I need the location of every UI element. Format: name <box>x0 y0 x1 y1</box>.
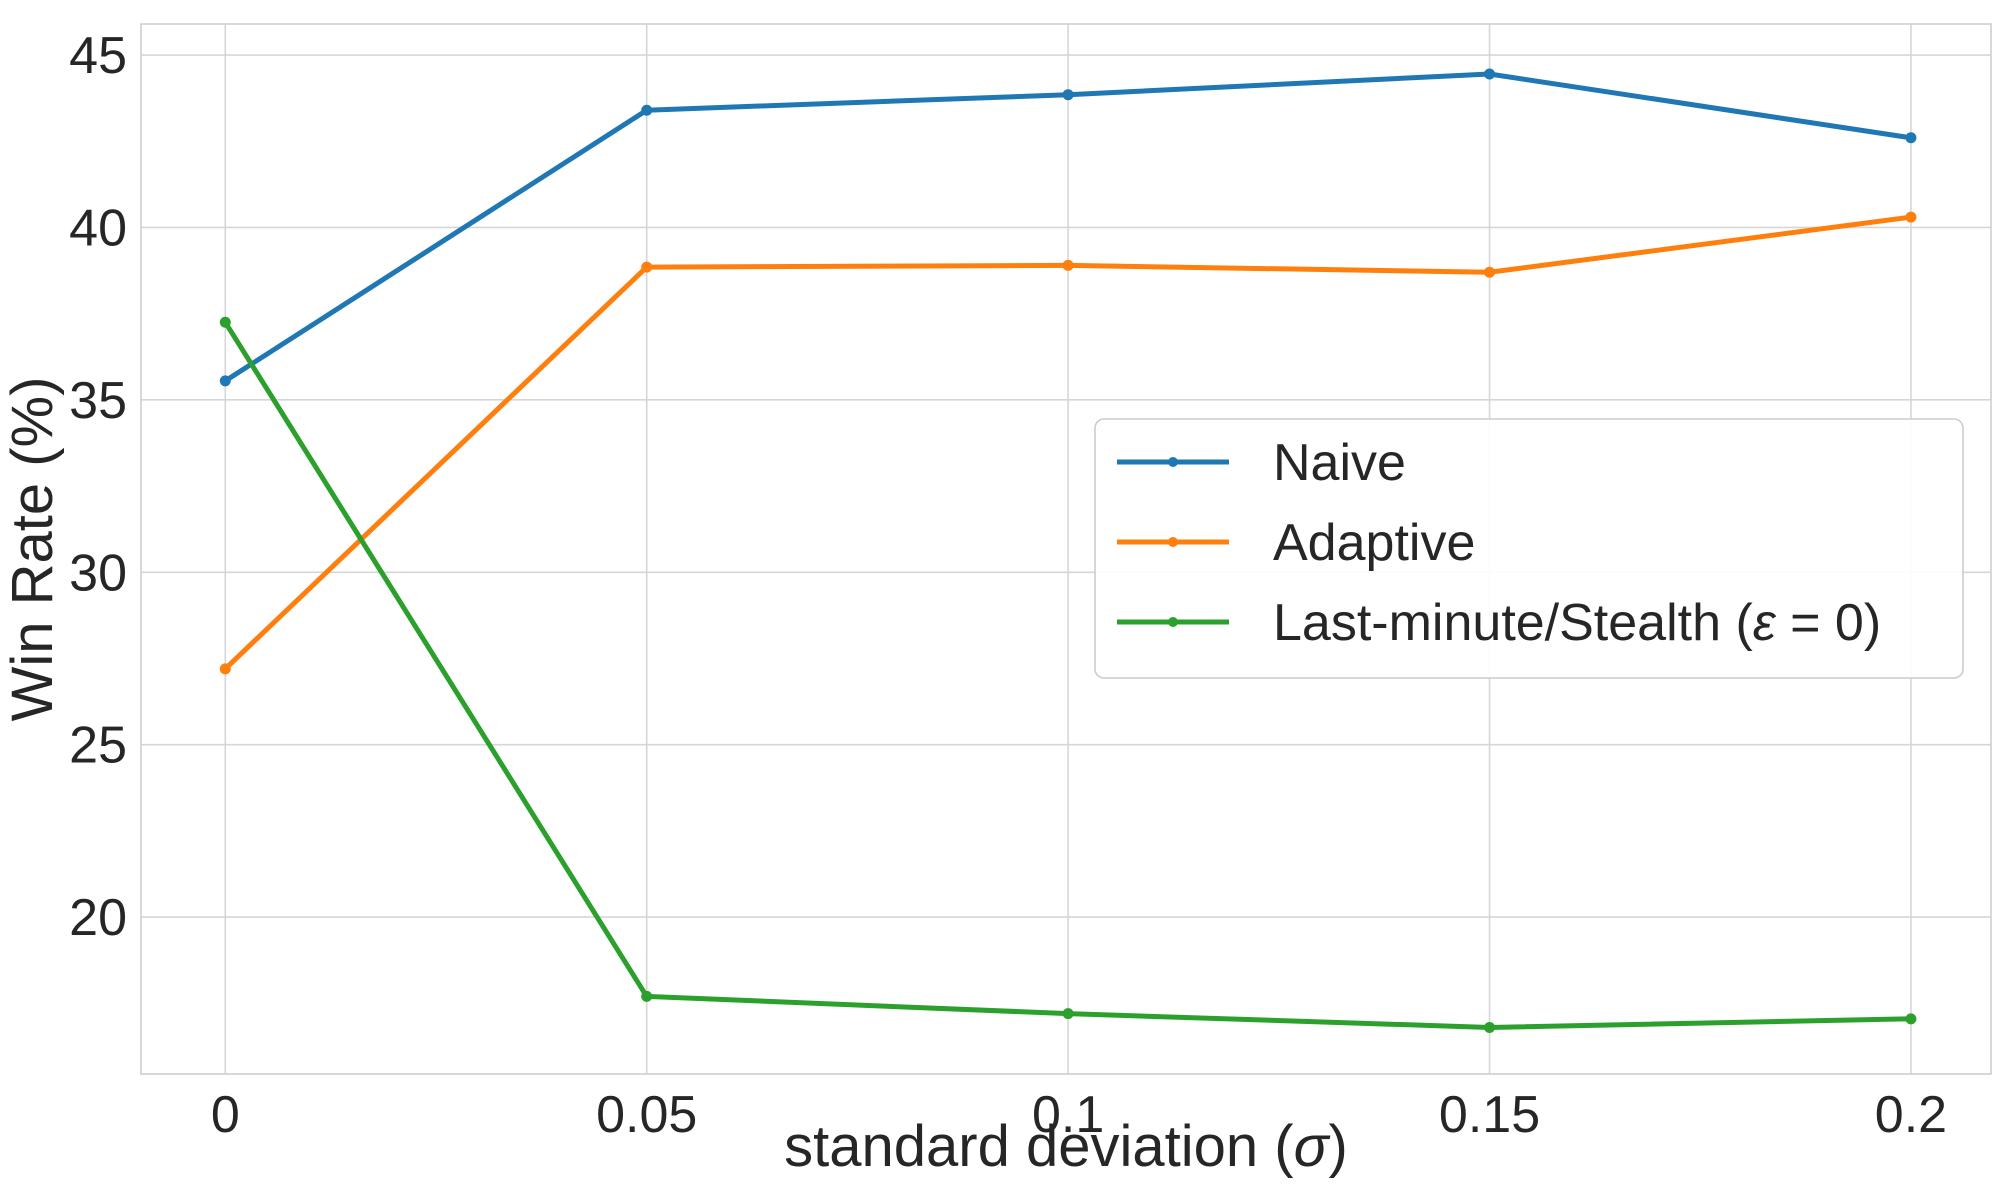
y-axis-label: Win Rate (%) <box>0 377 65 722</box>
legend-marker-naive <box>1168 457 1178 467</box>
data-point-last-minute-stealth-0-1 <box>1062 1008 1074 1020</box>
legend-label-stealth-prefix: Last-minute/Stealth ( <box>1273 594 1753 652</box>
y-tick-label-40: 40 <box>69 199 127 257</box>
legend-marker-adaptive <box>1168 537 1178 547</box>
x-tick-label-0-15: 0.15 <box>1439 1086 1540 1144</box>
data-point-adaptive-0-15 <box>1484 266 1496 278</box>
x-tick-label-0-1: 0.1 <box>1032 1086 1104 1144</box>
x-axis-label-symbol: σ <box>1294 1114 1331 1179</box>
series-layer <box>219 68 1917 1033</box>
x-axis-label-prefix: standard deviation ( <box>784 1114 1293 1179</box>
y-tick-label-45: 45 <box>69 27 127 85</box>
y-tick-labels: 20 25 30 35 40 45 <box>69 27 127 947</box>
data-point-adaptive-0-2 <box>1905 211 1917 223</box>
data-point-naive-0-2 <box>1905 132 1917 144</box>
legend-box <box>1094 418 1964 679</box>
data-point-last-minute-stealth-0 <box>219 316 231 328</box>
data-point-naive-0-15 <box>1484 68 1496 80</box>
y-tick-label-25: 25 <box>69 717 127 775</box>
data-point-adaptive-0 <box>219 663 231 675</box>
x-tick-label-0-05: 0.05 <box>596 1086 697 1144</box>
legend-label-last-minute-stealth: Last-minute/Stealth (ε = 0) <box>1273 594 1881 652</box>
data-point-naive-0 <box>219 375 231 387</box>
x-axis-label: standard deviation (σ) <box>784 1114 1348 1179</box>
data-point-naive-0-1 <box>1062 89 1074 101</box>
legend-label-naive: Naive <box>1273 434 1406 492</box>
legend-label-adaptive: Adaptive <box>1273 514 1475 572</box>
legend: Naive Adaptive Last-minute/Stealth (ε = … <box>1094 418 1964 679</box>
x-tick-label-0-2: 0.2 <box>1875 1086 1947 1144</box>
data-point-last-minute-stealth-0-05 <box>641 990 653 1002</box>
legend-label-stealth-symbol: ε <box>1753 594 1777 652</box>
data-point-last-minute-stealth-0-2 <box>1905 1013 1917 1025</box>
plot-frame <box>140 23 1992 1075</box>
y-tick-label-20: 20 <box>69 889 127 947</box>
legend-entry-adaptive: Adaptive <box>1117 514 1475 572</box>
data-point-last-minute-stealth-0-15 <box>1484 1021 1496 1033</box>
x-tick-label-0: 0 <box>211 1086 240 1144</box>
x-axis-label-suffix: ) <box>1329 1114 1348 1179</box>
series-naive <box>219 68 1917 387</box>
y-tick-label-30: 30 <box>69 544 127 602</box>
legend-label-stealth-suffix: = 0) <box>1776 594 1882 652</box>
data-point-naive-0-05 <box>641 104 653 116</box>
data-point-adaptive-0-05 <box>641 261 653 273</box>
legend-entry-naive: Naive <box>1117 434 1406 492</box>
series-adaptive <box>219 211 1917 675</box>
legend-marker-last-minute-stealth <box>1168 617 1178 627</box>
data-point-adaptive-0-1 <box>1062 259 1074 271</box>
y-tick-label-35: 35 <box>69 372 127 430</box>
x-tick-labels: 0 0.05 0.1 0.15 0.2 <box>211 1086 1947 1144</box>
series-last-minute-stealth <box>219 316 1917 1033</box>
legend-entry-last-minute-stealth: Last-minute/Stealth (ε = 0) <box>1117 594 1881 652</box>
